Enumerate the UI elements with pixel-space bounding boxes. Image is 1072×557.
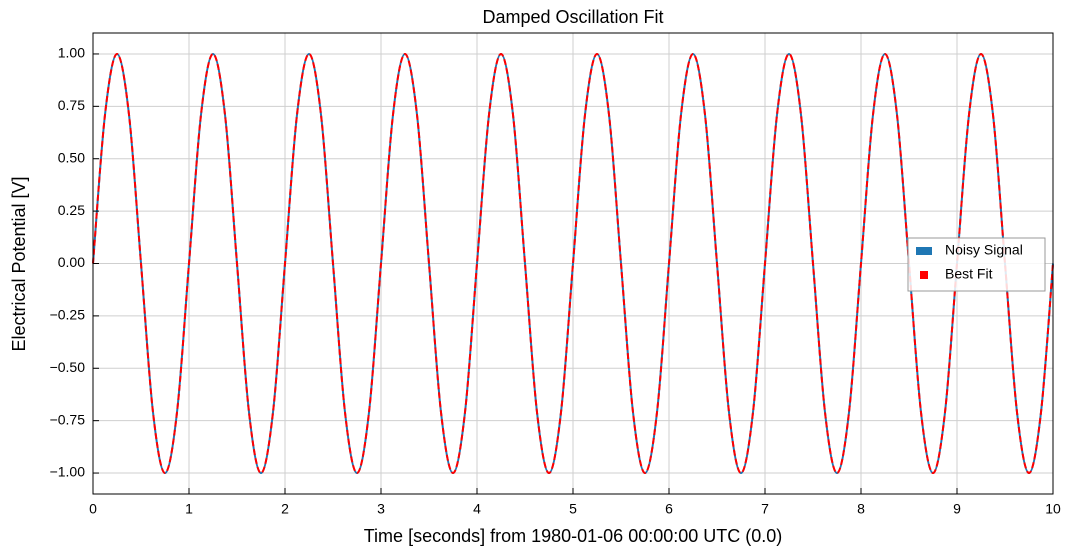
y-tick-label: 0.75 [58,97,85,113]
chart-title: Damped Oscillation Fit [482,7,663,27]
y-tick-label: 0.25 [58,202,85,218]
y-tick-label: 0.50 [58,149,85,165]
y-tick-label: −1.00 [50,464,86,480]
legend-swatch [920,271,928,279]
y-tick-label: −0.50 [50,359,86,375]
x-tick-label: 8 [857,501,865,517]
legend-label: Best Fit [945,266,993,282]
y-tick-label: −0.25 [50,307,86,323]
legend-box [907,237,1046,292]
x-tick-label: 6 [665,501,673,517]
x-tick-label: 2 [281,501,289,517]
x-axis-label: Time [seconds] from 1980-01-06 00:00:00 … [364,526,783,546]
legend-label: Noisy Signal [945,242,1023,258]
x-tick-label: 4 [473,501,481,517]
y-tick-label: 1.00 [58,45,85,61]
ticks: 0 1 2 3 4 5 6 7 8 9 10 −1.00 −0.75 −0.50 −0.25 0.00 0.25… [50,45,1061,517]
x-tick-label: 3 [377,501,385,517]
legend-swatch [916,247,932,255]
x-tick-label: 10 [1045,501,1061,517]
plot-lines [92,52,1054,475]
y-axis-label: Electrical Potential [V] [9,176,29,351]
series-line [92,52,1054,475]
x-tick-label: 7 [761,501,769,517]
y-tick-label: 0.00 [58,254,85,270]
x-tick-label: 5 [569,501,577,517]
legend: Noisy Signal Best Fit [907,237,1046,292]
y-tick-label: −0.75 [50,411,86,427]
x-tick-label: 0 [89,501,97,517]
x-tick-label: 1 [185,501,193,517]
x-tick-label: 9 [953,501,961,517]
